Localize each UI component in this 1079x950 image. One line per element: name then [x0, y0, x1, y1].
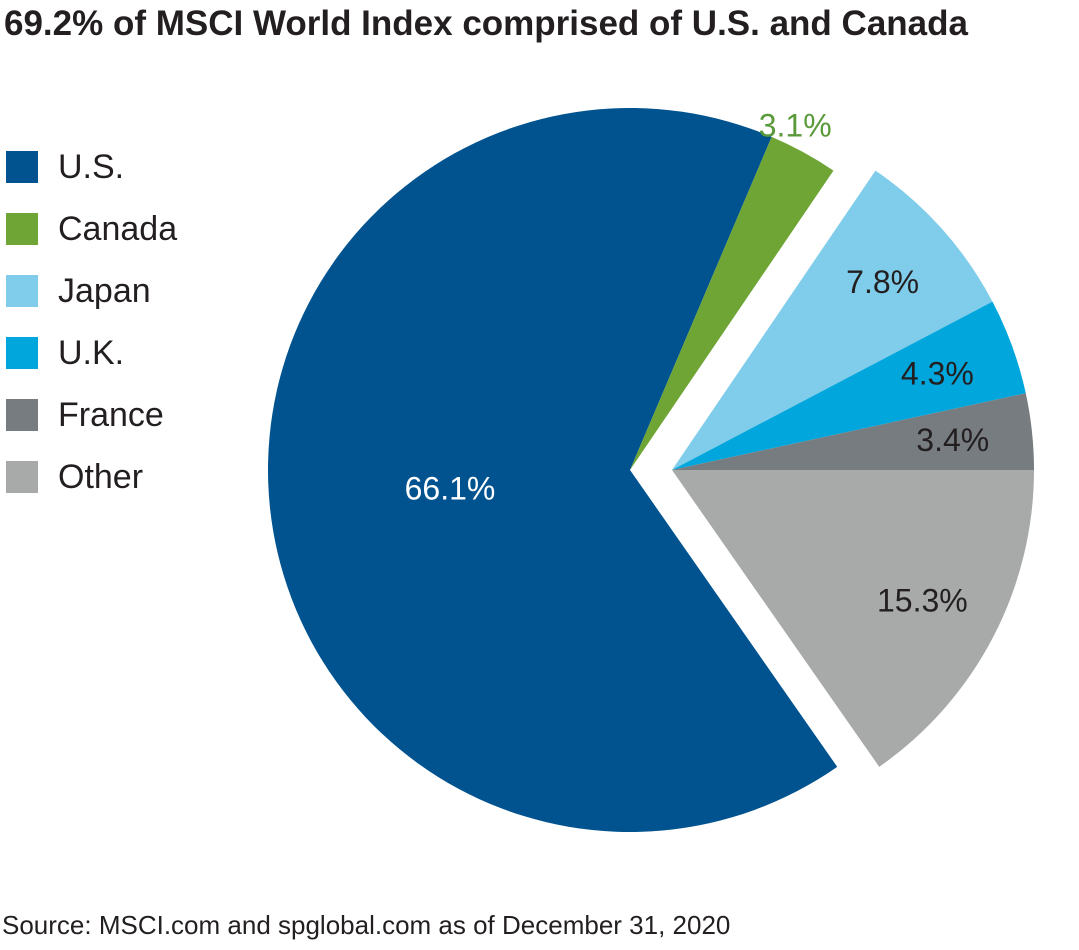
legend-item-japan: Japan	[6, 260, 177, 322]
legend-label-canada: Canada	[58, 209, 178, 248]
legend-swatch-other	[6, 461, 38, 493]
legend-item-us: U.S.	[6, 136, 177, 198]
pie-chart: 66.1% 3.1% 7.8% 4.3% 3.4% 15.3%	[268, 107, 1034, 832]
legend-label-other: Other	[58, 457, 144, 496]
legend-label-japan: Japan	[58, 271, 151, 310]
legend-item-canada: Canada	[6, 198, 177, 260]
slice-label-japan: 7.8%	[846, 264, 919, 300]
legend-label-uk: U.K.	[58, 333, 125, 372]
legend-item-other: Other	[6, 446, 177, 508]
pie-slice-japan	[672, 170, 993, 470]
legend-item-uk: U.K.	[6, 322, 177, 384]
pie-slice-other	[672, 470, 1034, 767]
legend-label-us: U.S.	[58, 147, 125, 186]
legend-swatch-france	[6, 399, 38, 431]
legend-label-france: France	[58, 395, 164, 434]
legend-swatch-us	[6, 151, 38, 183]
legend-swatch-canada	[6, 213, 38, 245]
legend-swatch-japan	[6, 275, 38, 307]
pie-slice-us	[268, 107, 838, 832]
slice-label-uk: 4.3%	[901, 356, 974, 392]
pie-slice-france	[672, 393, 1034, 470]
slice-label-other: 15.3%	[877, 583, 968, 619]
source-note: Source: MSCI.com and spglobal.com as of …	[2, 910, 731, 940]
pie-slice-canada	[630, 136, 834, 470]
slice-label-us: 66.1%	[405, 471, 496, 507]
legend-item-france: France	[6, 384, 177, 446]
legend: U.S. Canada Japan U.K. France Other	[6, 136, 177, 508]
slice-label-france: 3.4%	[916, 422, 989, 458]
slice-label-canada: 3.1%	[759, 108, 832, 144]
pie-slice-uk	[672, 301, 1026, 470]
legend-swatch-uk	[6, 337, 38, 369]
chart-title: 69.2% of MSCI World Index comprised of U…	[4, 4, 968, 43]
